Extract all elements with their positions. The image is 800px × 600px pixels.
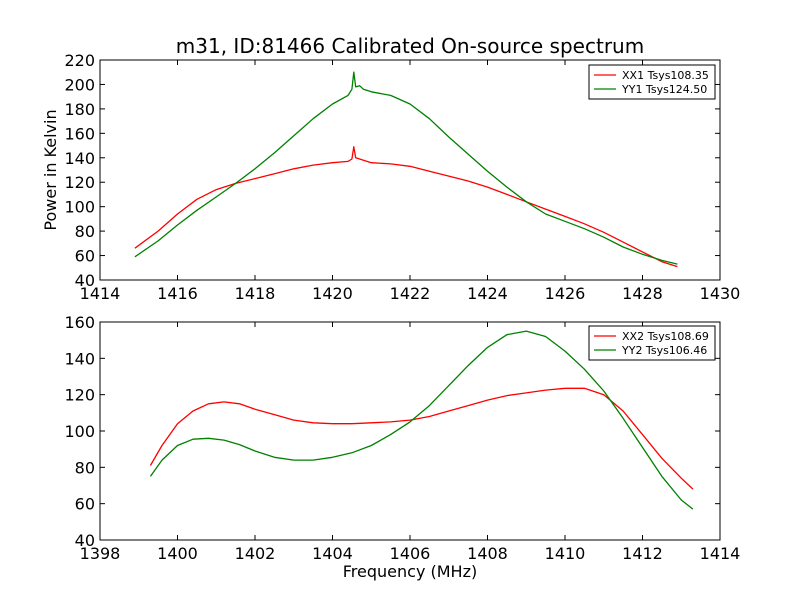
- y-tick-label: 120: [64, 386, 95, 405]
- y-tick-label: 220: [64, 51, 95, 70]
- legend-entry: YY1 Tsys124.50: [621, 83, 707, 96]
- legend-frame: [588, 64, 716, 100]
- y-tick-label: 60: [75, 495, 95, 514]
- y-tick-label: 120: [64, 173, 95, 192]
- x-tick-label: 1426: [545, 284, 586, 303]
- series-line-xx2: [149, 387, 694, 490]
- legend-entry: XX2 Tsys108.69: [622, 330, 709, 343]
- x-tick-label: 1410: [545, 544, 586, 563]
- y-tick-label: 200: [64, 75, 95, 94]
- x-tick-label: 1420: [312, 284, 353, 303]
- x-tick-label: 1416: [157, 284, 198, 303]
- x-tick-label: 1418: [235, 284, 276, 303]
- x-tick-label: 1404: [312, 544, 353, 563]
- x-tick-label: 1414: [80, 284, 121, 303]
- y-tick-label: 160: [64, 124, 95, 143]
- x-tick-label: 1400: [157, 544, 198, 563]
- y-tick-label: 60: [75, 247, 95, 266]
- series-line-yy2: [149, 330, 694, 510]
- y-tick-label: 160: [64, 313, 95, 332]
- y-axis-label: Power in Kelvin: [41, 109, 60, 230]
- y-tick-label: 140: [64, 149, 95, 168]
- lower-spectrum-panel: 1398 1400 1402 1404 1406 1408 1410 1412 1414 40 60…: [64, 313, 740, 581]
- x-axis-label: Frequency (MHz): [343, 562, 477, 581]
- x-tick-label: 1424: [467, 284, 508, 303]
- x-tick-label: 1422: [390, 284, 431, 303]
- y-tick-label: 100: [64, 422, 95, 441]
- legend-entry: XX1 Tsys108.35: [622, 69, 709, 82]
- series-line-yy1: [134, 71, 678, 265]
- y-tick-label: 180: [64, 100, 95, 119]
- x-tick-label: 1408: [467, 544, 508, 563]
- x-tick-label: 1414: [700, 544, 741, 563]
- x-tick-label: 1428: [622, 284, 663, 303]
- y-tick-label: 80: [75, 458, 95, 477]
- legend-entry: YY2 Tsys106.46: [621, 344, 707, 357]
- legend-frame: [588, 325, 716, 361]
- chart-title: m31, ID:81466 Calibrated On-source spect…: [176, 34, 644, 58]
- series-line-xx1: [134, 146, 678, 268]
- y-tick-label: 100: [64, 198, 95, 217]
- y-tick-label: 140: [64, 349, 95, 368]
- x-tick-label: 1412: [622, 544, 663, 563]
- x-tick-label: 1430: [700, 284, 741, 303]
- y-tick-label: 40: [75, 531, 95, 550]
- x-tick-label: 1398: [80, 544, 121, 563]
- y-tick-label: 40: [75, 271, 95, 290]
- y-tick-label: 80: [75, 222, 95, 241]
- upper-spectrum-panel: 1414 1416 1418 1420 1422 1424 1426 1428 1430 40 60…: [41, 51, 740, 303]
- x-tick-label: 1406: [390, 544, 431, 563]
- x-tick-label: 1402: [235, 544, 276, 563]
